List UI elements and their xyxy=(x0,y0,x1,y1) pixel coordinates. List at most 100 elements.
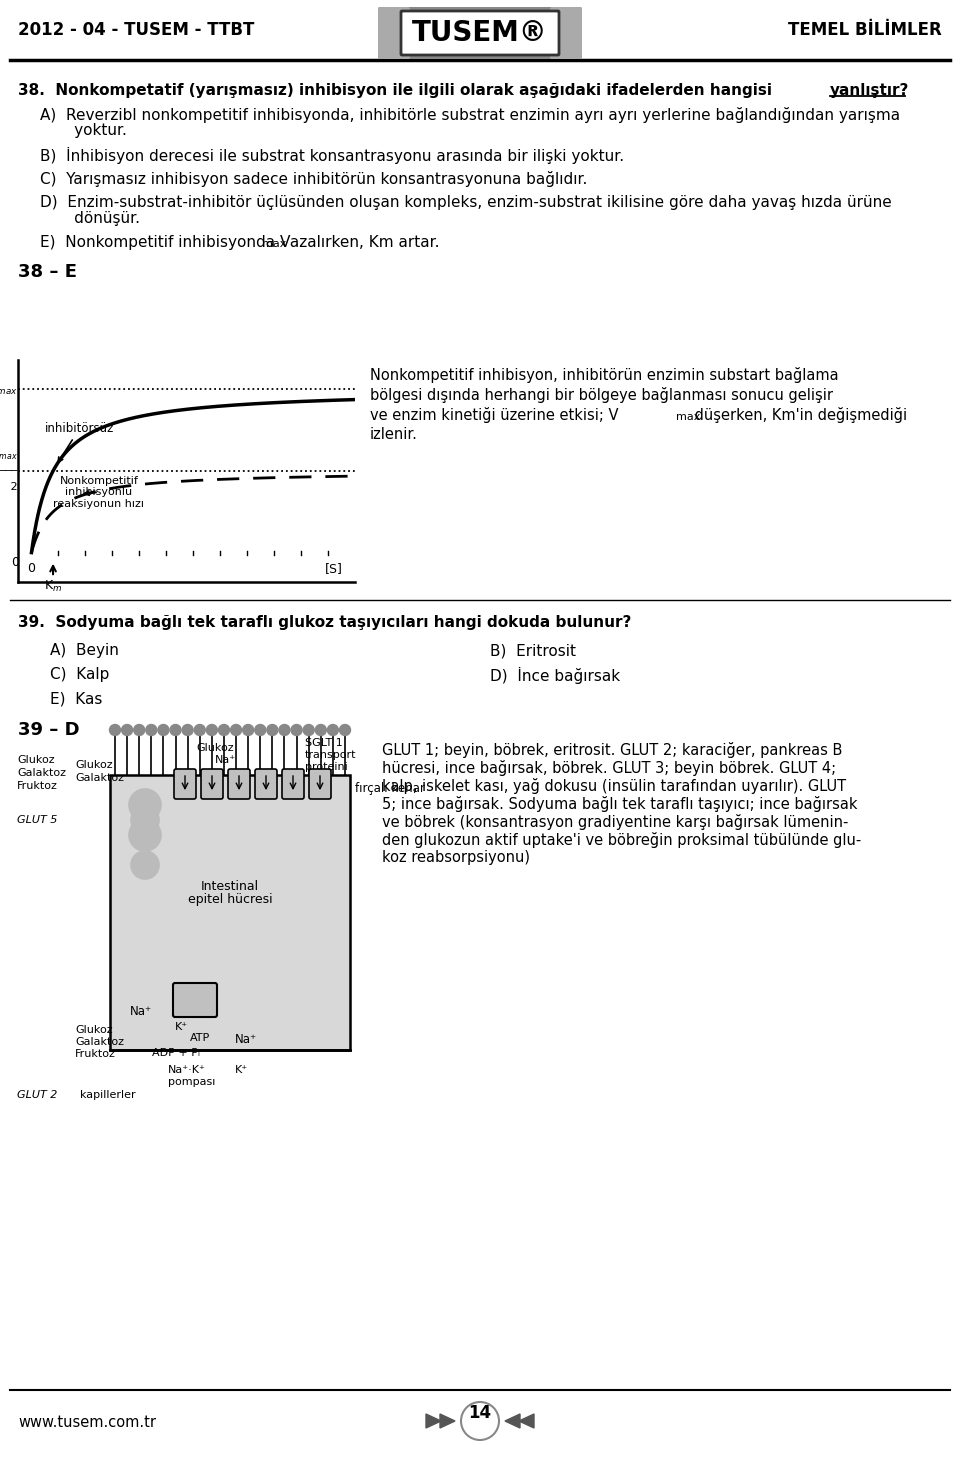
FancyBboxPatch shape xyxy=(201,768,223,799)
Bar xyxy=(110,776,350,1050)
Text: transport: transport xyxy=(305,749,356,760)
Circle shape xyxy=(109,725,121,735)
Text: GLUT 1; beyin, böbrek, eritrosit. GLUT 2; karaciğer, pankreas B: GLUT 1; beyin, böbrek, eritrosit. GLUT 2… xyxy=(382,742,842,758)
Text: TEMEL BİLİMLER: TEMEL BİLİMLER xyxy=(788,20,942,39)
Circle shape xyxy=(129,819,161,851)
Text: Glukoz: Glukoz xyxy=(196,744,234,752)
Text: Fruktoz: Fruktoz xyxy=(17,781,58,792)
Circle shape xyxy=(461,1403,499,1441)
Text: D)  İnce bağırsak: D) İnce bağırsak xyxy=(490,666,620,684)
Text: Glukoz: Glukoz xyxy=(17,755,55,765)
FancyBboxPatch shape xyxy=(309,768,331,799)
Text: B)  Eritrosit: B) Eritrosit xyxy=(490,643,576,658)
Text: Galaktoz: Galaktoz xyxy=(75,1037,124,1047)
Circle shape xyxy=(340,725,350,735)
Circle shape xyxy=(194,725,205,735)
Text: A)  Reverzibl nonkompetitif inhibisyonda, inhibitörle substrat enzimin ayrı ayrı: A) Reverzibl nonkompetitif inhibisyonda,… xyxy=(40,106,900,122)
Circle shape xyxy=(243,725,253,735)
Text: Fruktoz: Fruktoz xyxy=(75,1048,116,1059)
FancyBboxPatch shape xyxy=(282,768,304,799)
FancyBboxPatch shape xyxy=(174,768,196,799)
Text: 39 – D: 39 – D xyxy=(18,722,80,739)
Text: Intestinal: Intestinal xyxy=(201,881,259,892)
Circle shape xyxy=(131,851,159,879)
Text: den glukozun aktif uptake'i ve böbreğin proksimal tübülünde glu-: den glukozun aktif uptake'i ve böbreğin … xyxy=(382,833,861,849)
Text: www.tusem.com.tr: www.tusem.com.tr xyxy=(18,1416,156,1430)
Text: K$_m$: K$_m$ xyxy=(44,579,62,593)
Circle shape xyxy=(315,725,326,735)
Text: Na⁺: Na⁺ xyxy=(214,755,235,765)
Polygon shape xyxy=(505,1414,520,1427)
Text: B)  İnhibisyon derecesi ile substrat konsantrasyonu arasında bir ilişki yoktur.: B) İnhibisyon derecesi ile substrat kons… xyxy=(40,147,624,163)
Circle shape xyxy=(327,725,338,735)
Text: fırçalı kenar: fırçalı kenar xyxy=(355,781,425,795)
FancyBboxPatch shape xyxy=(378,7,410,58)
Text: Galaktoz: Galaktoz xyxy=(17,768,66,779)
Text: max: max xyxy=(676,413,701,421)
Text: 38.  Nonkompetatif (yarışmasız) inhibisyon ile ilgili olarak aşağıdaki ifadelerd: 38. Nonkompetatif (yarışmasız) inhibisyo… xyxy=(18,83,778,98)
Text: Nonkompetitif inhibisyon, inhibitörün enzimin substart bağlama: Nonkompetitif inhibisyon, inhibitörün en… xyxy=(370,367,839,383)
Polygon shape xyxy=(426,1414,441,1427)
Text: proteini: proteini xyxy=(305,763,348,771)
Circle shape xyxy=(291,725,302,735)
Text: K⁺: K⁺ xyxy=(175,1022,188,1032)
Text: dönüşür.: dönüşür. xyxy=(40,211,140,226)
Text: E)  Nonkompetitif inhibisyonda V: E) Nonkompetitif inhibisyonda V xyxy=(40,235,290,249)
Text: ve böbrek (konsantrasyon gradiyentine karşı bağırsak lümenin-: ve böbrek (konsantrasyon gradiyentine ka… xyxy=(382,814,849,830)
Text: Na⁺·K⁺: Na⁺·K⁺ xyxy=(168,1064,205,1075)
Circle shape xyxy=(133,725,145,735)
Circle shape xyxy=(206,725,217,735)
Text: koz reabsorpsiyonu): koz reabsorpsiyonu) xyxy=(382,850,530,865)
Text: 14: 14 xyxy=(468,1404,492,1422)
Text: Nonkompetitif
inhibisyonlu
reaksiyonun hızı: Nonkompetitif inhibisyonlu reaksiyonun h… xyxy=(54,475,144,509)
Text: kapillerler: kapillerler xyxy=(80,1091,135,1099)
Polygon shape xyxy=(519,1414,534,1427)
Text: E)  Kas: E) Kas xyxy=(50,691,103,706)
Polygon shape xyxy=(440,1414,455,1427)
Circle shape xyxy=(219,725,229,735)
Circle shape xyxy=(254,725,266,735)
Text: GLUT 5: GLUT 5 xyxy=(17,815,58,825)
Text: ATP: ATP xyxy=(190,1034,210,1042)
Text: SGLT 1: SGLT 1 xyxy=(305,738,343,748)
Text: 0: 0 xyxy=(28,563,36,576)
Text: ve enzim kinetiği üzerine etkisi; V: ve enzim kinetiği üzerine etkisi; V xyxy=(370,407,618,423)
Text: Glukoz: Glukoz xyxy=(75,1025,112,1035)
Text: Na⁺: Na⁺ xyxy=(130,1005,152,1018)
FancyBboxPatch shape xyxy=(378,7,582,58)
Circle shape xyxy=(131,806,159,834)
Text: Na⁺: Na⁺ xyxy=(235,1034,257,1045)
Text: ADP + Pᵢ: ADP + Pᵢ xyxy=(152,1048,200,1059)
Text: max: max xyxy=(262,239,286,249)
Text: V$_{max}$: V$_{max}$ xyxy=(0,382,17,397)
Text: V$_{max}$: V$_{max}$ xyxy=(0,448,17,462)
Circle shape xyxy=(267,725,277,735)
Circle shape xyxy=(182,725,193,735)
Text: epitel hücresi: epitel hücresi xyxy=(188,892,273,905)
Circle shape xyxy=(230,725,242,735)
Text: yanlıştır?: yanlıştır? xyxy=(830,83,909,98)
Circle shape xyxy=(170,725,181,735)
Text: 5; ince bağırsak. Sodyuma bağlı tek taraflı taşıyıcı; ince bağırsak: 5; ince bağırsak. Sodyuma bağlı tek tara… xyxy=(382,796,857,812)
Text: GLUT 2: GLUT 2 xyxy=(17,1091,58,1099)
FancyBboxPatch shape xyxy=(550,7,582,58)
Text: pompası: pompası xyxy=(168,1077,215,1088)
Text: [S]: [S] xyxy=(324,563,343,576)
Text: kalp, iskelet kası, yağ dokusu (insülin tarafından uyarılır). GLUT: kalp, iskelet kası, yağ dokusu (insülin … xyxy=(382,779,846,795)
Text: 0: 0 xyxy=(12,555,19,569)
Text: K⁺: K⁺ xyxy=(235,1064,248,1075)
Text: azalırken, Km artar.: azalırken, Km artar. xyxy=(285,235,440,249)
Circle shape xyxy=(279,725,290,735)
Circle shape xyxy=(146,725,156,735)
Text: hücresi, ince bağırsak, böbrek. GLUT 3; beyin böbrek. GLUT 4;: hücresi, ince bağırsak, böbrek. GLUT 3; … xyxy=(382,760,836,776)
Text: izlenir.: izlenir. xyxy=(370,427,418,442)
FancyBboxPatch shape xyxy=(401,12,559,55)
Circle shape xyxy=(158,725,169,735)
Text: A)  Beyin: A) Beyin xyxy=(50,643,119,658)
Text: yoktur.: yoktur. xyxy=(40,122,127,139)
Circle shape xyxy=(129,789,161,821)
Text: ─────: ───── xyxy=(0,467,17,475)
Text: TUSEM®: TUSEM® xyxy=(412,19,548,47)
Text: düşerken, Km'in değişmediği: düşerken, Km'in değişmediği xyxy=(690,407,907,423)
Text: 2: 2 xyxy=(0,483,17,493)
